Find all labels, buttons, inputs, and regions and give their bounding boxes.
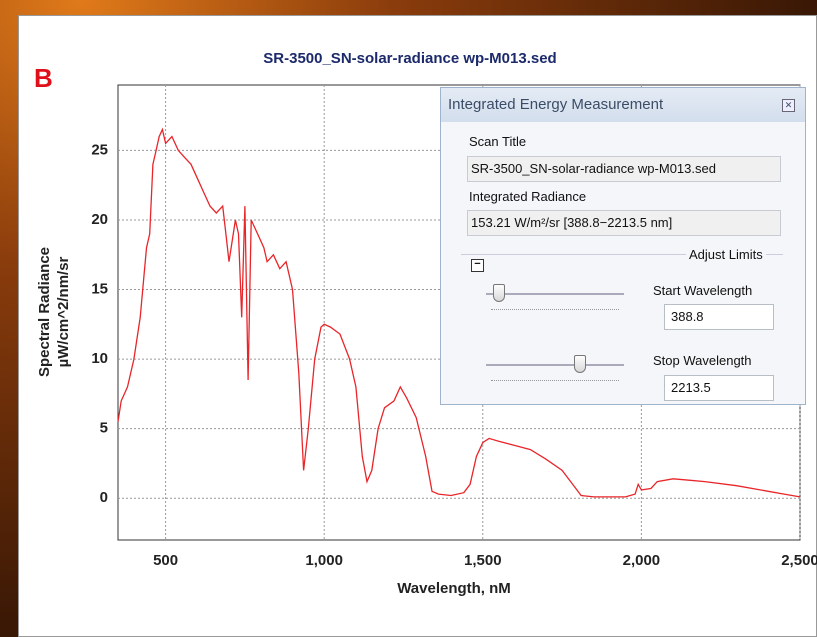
y-tick-label: 25 xyxy=(91,141,108,158)
field-label: Start Wavelength xyxy=(653,283,753,298)
input[interactable]: 388.8 xyxy=(664,304,774,330)
x-tick-label: 1,000 xyxy=(305,552,343,569)
field-label: Scan Title xyxy=(469,134,527,149)
dialog-title: Integrated Energy Measurement xyxy=(448,96,664,113)
slider-thumb[interactable] xyxy=(493,284,505,302)
y-axis-label: µW/cm^2/nm/sr xyxy=(55,256,72,367)
text-field[interactable]: 153.21 W/m²/sr [388.8−2213.5 nm] xyxy=(467,210,781,236)
field-label: Integrated Radiance xyxy=(469,189,587,204)
group-label: Adjust Limits xyxy=(686,247,766,262)
text-field[interactable]: SR-3500_SN-solar-radiance wp-M013.sed xyxy=(467,156,781,182)
chart-title: SR-3500_SN-solar-radiance wp-M013.sed xyxy=(263,50,556,67)
panel-label: B xyxy=(34,63,53,93)
x-axis-label: Wavelength, nM xyxy=(397,580,511,597)
slider-ticks xyxy=(491,309,619,314)
collapse-button[interactable]: − xyxy=(471,259,484,272)
y-tick-label: 20 xyxy=(91,211,108,228)
y-tick-label: 0 xyxy=(100,489,108,506)
y-tick-label: 5 xyxy=(100,420,108,437)
y-tick-label: 10 xyxy=(91,350,108,367)
slider-ticks xyxy=(491,380,619,385)
x-tick-label: 2,000 xyxy=(623,552,661,569)
close-button[interactable]: ✕ xyxy=(782,99,795,112)
x-tick-label: 2,500 xyxy=(781,552,817,569)
slider-thumb[interactable] xyxy=(574,355,586,373)
y-tick-label: 15 xyxy=(91,281,108,298)
dialog: Integrated Energy Measurement ✕ Scan Titl… xyxy=(440,87,806,405)
y-axis-label: Spectral Radiance xyxy=(36,247,53,377)
field-label: Stop Wavelength xyxy=(653,353,752,368)
dialog-title-bar: Integrated Energy Measurement ✕ xyxy=(441,88,805,122)
group-box xyxy=(461,254,783,404)
x-tick-label: 1,500 xyxy=(464,552,502,569)
data-line xyxy=(117,127,801,498)
input[interactable]: 2213.5 xyxy=(664,375,774,401)
slider-track xyxy=(486,293,624,295)
x-tick-label: 500 xyxy=(153,552,178,569)
slider-track xyxy=(486,364,624,366)
